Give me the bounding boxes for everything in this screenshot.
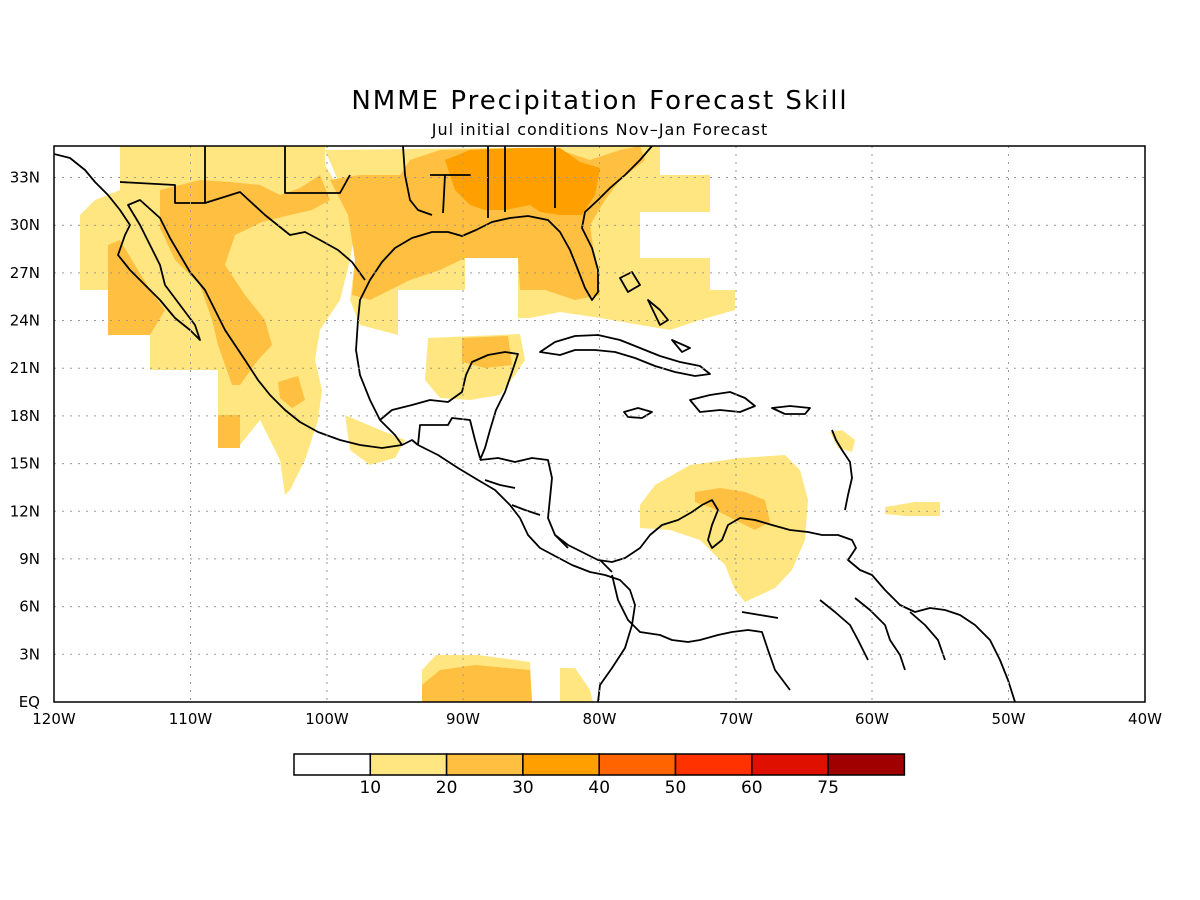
- skill-region-south-caribbean: [640, 455, 808, 602]
- skill-region-central-america: [345, 415, 405, 465]
- skill-region-mexico-small: [278, 376, 305, 408]
- skill-shading: [80, 146, 940, 702]
- coastlines: [54, 146, 1016, 702]
- coastline-florida-keys-bahamas: [619, 271, 691, 353]
- lat-tick-label: 33N: [10, 169, 40, 187]
- coastline-yucatan: [379, 351, 519, 461]
- skill-region-mexico-south: [218, 415, 240, 448]
- lat-tick-label: 24N: [10, 312, 40, 330]
- colorbar-swatch: [369, 753, 448, 776]
- lon-tick-label: 120W: [32, 710, 76, 728]
- lat-tick-label: 27N: [10, 264, 40, 282]
- skill-region-mexico-plateau: [160, 175, 330, 385]
- colorbar-swatch: [827, 753, 906, 776]
- lon-tick-label: 100W: [305, 710, 349, 728]
- skill-region-pacific-colombia: [560, 668, 593, 702]
- colorbar-swatch: [598, 753, 677, 776]
- lon-tick-label: 110W: [169, 710, 213, 728]
- lon-tick-label: 80W: [583, 710, 617, 728]
- map-frame: [53, 145, 1146, 703]
- colorbar-label: 10: [359, 778, 381, 798]
- coastline-puerto-rico: [771, 405, 811, 415]
- lon-tick-label: 70W: [719, 710, 753, 728]
- skill-region-lesser-antilles: [830, 430, 855, 452]
- lat-tick-label: 21N: [10, 359, 40, 377]
- colorbar-swatch: [293, 753, 372, 776]
- lat-tick-label: 6N: [19, 598, 40, 616]
- colorbar-label: 50: [665, 778, 687, 798]
- map-subtitle: Jul initial conditions Nov–Jan Forecast: [431, 120, 769, 139]
- lat-tick-label: 15N: [10, 455, 40, 473]
- colorbar-label: 40: [588, 778, 610, 798]
- colorbar-swatch: [522, 753, 600, 776]
- colorbar: 10 20 30 40 50 60 75: [293, 753, 906, 798]
- border-us-states: [204, 146, 556, 218]
- lat-tick-label: 30N: [10, 216, 40, 234]
- lat-tick-label: EQ: [19, 693, 40, 711]
- colorbar-label: 30: [512, 778, 534, 798]
- coastline-central-america-pacific: [417, 444, 636, 702]
- coastline-lesser-antilles: [831, 429, 853, 511]
- lon-tick-label: 90W: [446, 710, 480, 728]
- skill-region-atlantic-12n: [885, 502, 940, 516]
- lat-tick-label: 12N: [10, 502, 40, 520]
- skill-region-georgia: [445, 148, 600, 215]
- coastline-hispaniola: [689, 391, 756, 413]
- colorbar-label: 75: [817, 778, 839, 798]
- colorbar-label: 60: [741, 778, 763, 798]
- lat-tick-labels: EQ 3N 6N 9N 12N 15N 18N 21N 24N 27N 30N …: [10, 169, 40, 712]
- lon-tick-label: 50W: [992, 710, 1026, 728]
- coastline-cuba: [539, 334, 711, 377]
- map-title: NMME Precipitation Forecast Skill: [351, 86, 849, 116]
- coastline-jamaica: [623, 407, 653, 419]
- colorbar-swatch: [674, 753, 753, 776]
- colorbar-swatch: [751, 753, 829, 776]
- skill-region-baja: [108, 240, 165, 335]
- lon-tick-labels: 120W 110W 100W 90W 80W 70W 60W 50W 40W: [32, 710, 1162, 728]
- border-central-america: [417, 417, 613, 573]
- skill-region-pacific-galapagos-core: [422, 665, 532, 702]
- lon-tick-label: 40W: [1128, 710, 1162, 728]
- coastline-mexico-us-west: [54, 153, 419, 449]
- border-south-america: [611, 574, 946, 691]
- border-us-mexico: [119, 181, 366, 281]
- colorbar-swatch: [445, 753, 524, 776]
- lon-tick-label: 60W: [855, 710, 889, 728]
- lat-tick-label: 18N: [10, 407, 40, 425]
- lat-tick-label: 3N: [19, 645, 40, 663]
- graticule: [54, 146, 1145, 702]
- lat-tick-label: 9N: [19, 550, 40, 568]
- colorbar-label: 20: [436, 778, 458, 798]
- coastline-gulf-mexico: [355, 146, 653, 446]
